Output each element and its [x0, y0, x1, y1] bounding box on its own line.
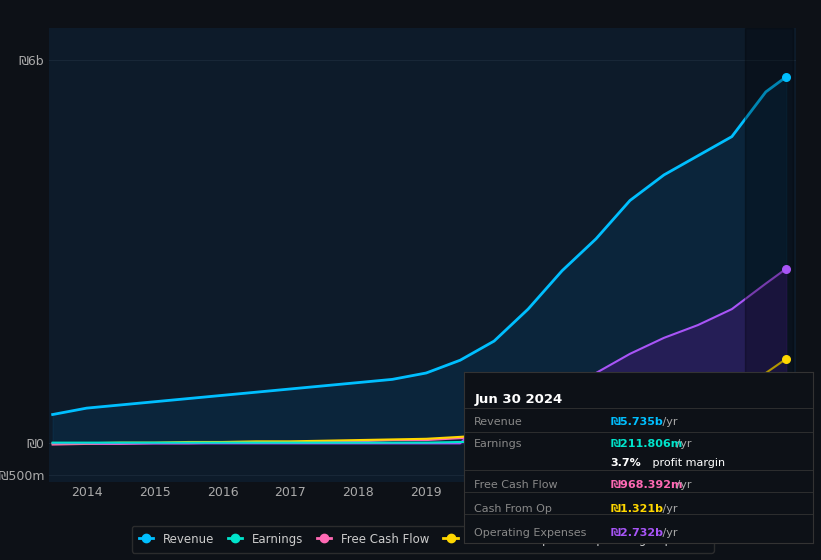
Text: Jun 30 2024: Jun 30 2024 — [475, 393, 562, 406]
Text: /yr: /yr — [659, 417, 678, 427]
Legend: Revenue, Earnings, Free Cash Flow, Cash From Op, Operating Expenses: Revenue, Earnings, Free Cash Flow, Cash … — [132, 526, 713, 553]
Point — [780, 72, 793, 81]
Text: Free Cash Flow: Free Cash Flow — [475, 480, 558, 490]
Text: /yr: /yr — [659, 504, 678, 514]
Text: /yr: /yr — [673, 439, 692, 449]
Text: /yr: /yr — [659, 528, 678, 538]
Text: Operating Expenses: Operating Expenses — [475, 528, 587, 538]
Text: Cash From Op: Cash From Op — [475, 504, 553, 514]
Text: 3.7%: 3.7% — [610, 458, 641, 468]
Text: Revenue: Revenue — [475, 417, 523, 427]
Text: ₪968.392m: ₪968.392m — [610, 480, 683, 490]
Text: profit margin: profit margin — [649, 458, 725, 468]
Text: ₪1.321b: ₪1.321b — [610, 504, 663, 514]
Text: ₪5.735b: ₪5.735b — [610, 417, 663, 427]
Point — [780, 377, 793, 386]
Text: /yr: /yr — [673, 480, 692, 490]
Text: Earnings: Earnings — [475, 439, 523, 449]
Point — [780, 264, 793, 273]
Point — [780, 425, 793, 434]
Bar — [745, 28, 793, 482]
Text: ₪2.732b: ₪2.732b — [610, 528, 663, 538]
Text: ₪211.806m: ₪211.806m — [610, 439, 683, 449]
Point — [780, 354, 793, 363]
